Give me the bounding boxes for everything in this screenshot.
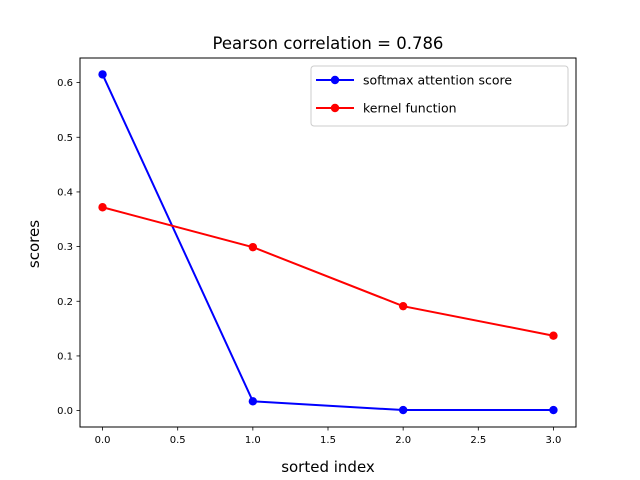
y-tick-label: 0.5: [57, 133, 73, 144]
plot-series: [98, 70, 558, 415]
legend-box: [310, 65, 569, 127]
data-point-softmax-attention-score: [248, 397, 258, 406]
y-tick-label: 0.4: [57, 188, 73, 199]
data-point-softmax-attention-score: [98, 70, 107, 79]
data-point-kernel-function: [398, 301, 408, 311]
legend-marker-kernel-function: [330, 103, 340, 113]
plot-frame: [79, 57, 577, 428]
chart-title: Pearson correlation = 0.786: [213, 34, 444, 53]
data-point-kernel-function: [98, 203, 107, 212]
series-line-softmax-attention-score: [101, 73, 554, 412]
data-point-softmax-attention-score: [398, 405, 408, 415]
x-tick-label: 1.0: [245, 435, 261, 446]
x-tick-label: 2.0: [395, 435, 411, 446]
y-tick-label: 0.3: [57, 242, 73, 253]
legend: softmax attention score kernel function: [310, 65, 569, 127]
x-tick-label: 1.5: [320, 435, 336, 446]
x-tick-label: 2.5: [470, 435, 486, 446]
data-point-kernel-function: [248, 242, 258, 252]
x-axis-label: sorted index: [281, 458, 375, 476]
data-point-softmax-attention-score: [549, 405, 558, 415]
series-line-kernel-function: [102, 206, 554, 337]
legend-label: softmax attention score: [363, 73, 512, 88]
y-tick-label: 0.0: [57, 406, 73, 417]
data-point-kernel-function: [549, 331, 558, 340]
x-tick-label: 0.5: [170, 435, 186, 446]
axis-ticks: 0.0 0.5 1.0 1.5 2.0 2.5 3.0 0.0 0.1 0.2 0.3 0.4 0.5 0…: [57, 78, 561, 446]
y-tick-label: 0.6: [57, 78, 73, 89]
x-tick-label: 0.0: [95, 435, 111, 446]
y-tick-label: 0.2: [57, 297, 73, 308]
x-tick-label: 3.0: [546, 435, 562, 446]
y-axis-label: scores: [25, 220, 43, 268]
legend-marker-softmax-attention-score: [330, 75, 340, 85]
legend-label: kernel function: [363, 101, 457, 116]
y-tick-label: 0.1: [57, 352, 73, 363]
